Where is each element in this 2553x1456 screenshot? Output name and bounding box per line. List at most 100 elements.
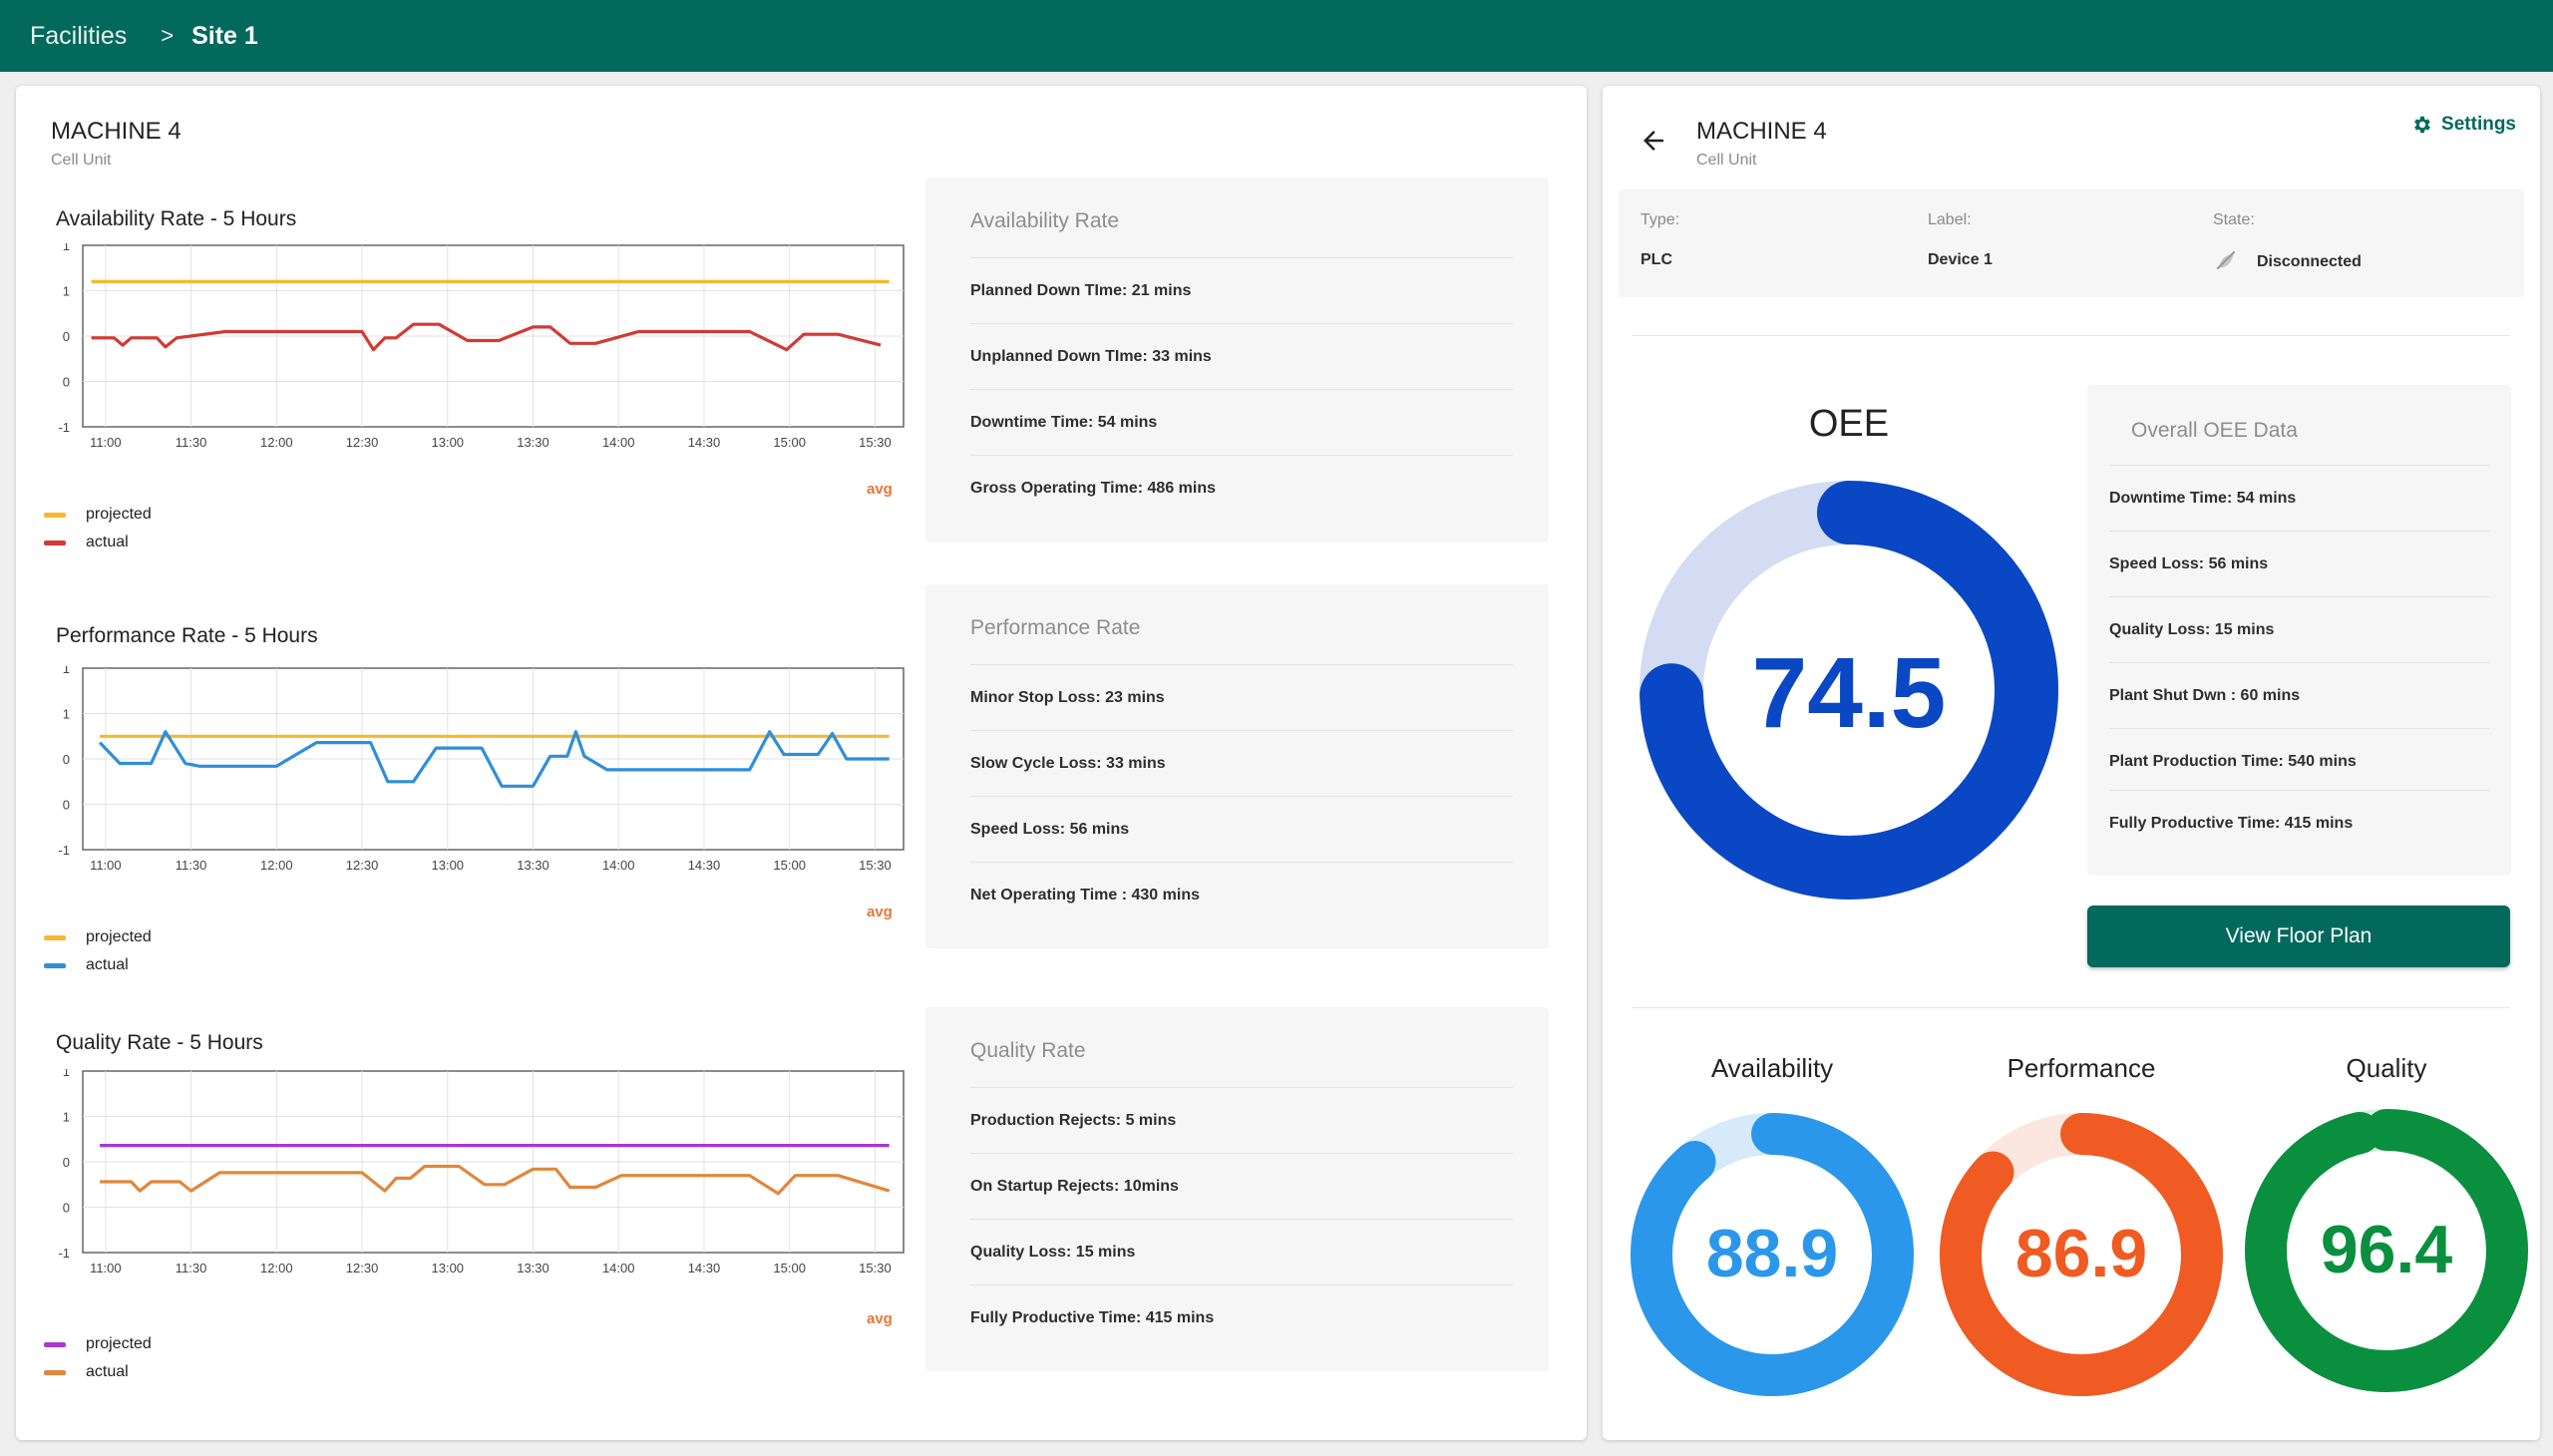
availability-gauge-value: 88.9 <box>1705 1216 1839 1291</box>
x-tick-label: 11:00 <box>90 435 122 450</box>
card-title: Performance Rate <box>970 616 1141 639</box>
x-tick-label: 15:30 <box>859 858 892 873</box>
y-tick-label: 1 <box>63 284 70 299</box>
meta-label-value: Device 1 <box>1928 251 1993 268</box>
x-tick-label: 11:30 <box>176 1261 207 1275</box>
x-tick-label: 11:30 <box>176 435 207 450</box>
y-tick-label: 0 <box>63 329 70 344</box>
x-tick-label: 11:00 <box>90 1261 122 1275</box>
gauge-fill <box>1940 1113 2223 1396</box>
x-tick-label: 15:30 <box>859 435 892 450</box>
legend-swatch <box>44 1369 66 1375</box>
meta-state: State: Disconnected <box>2213 211 2362 273</box>
legend-swatch <box>44 962 66 968</box>
performance-rate-card: Performance Rate Minor Stop Loss: 23 min… <box>925 584 1549 948</box>
series-line-actual <box>98 730 890 788</box>
card-row: Downtime Time: 54 mins <box>970 389 1513 455</box>
legend-item-actual: actual <box>44 1358 152 1386</box>
legend-item-projected: projected <box>44 1330 152 1358</box>
x-tick-label: 13:00 <box>432 858 465 873</box>
card-row: Quality Loss: 15 mins <box>970 1219 1513 1284</box>
x-tick-label: 13:30 <box>517 435 549 450</box>
x-tick-label: 12:30 <box>346 1261 379 1275</box>
y-tick-label: 0 <box>63 1201 70 1216</box>
settings-button[interactable]: Settings <box>2411 114 2516 136</box>
card-row: Downtime Time: 54 mins <box>2109 465 2489 531</box>
oee-title: OEE <box>1808 403 1890 445</box>
overall-oee-card: Overall OEE Data Downtime Time: 54 mins … <box>2087 385 2511 876</box>
x-tick-label: 12:00 <box>260 858 293 873</box>
legend-item-projected: projected <box>44 923 152 951</box>
meta-state-label: State: <box>2213 211 2255 228</box>
y-tick-label: -1 <box>58 843 70 858</box>
quality-gauge <box>2245 1109 2528 1392</box>
x-tick-label: 14:00 <box>602 1261 635 1275</box>
back-arrow-icon[interactable] <box>1639 126 1668 156</box>
series-line-actual <box>91 322 882 352</box>
legend-swatch <box>44 540 66 546</box>
card-row: Minor Stop Loss: 23 mins <box>970 664 1513 730</box>
x-tick-label: 12:30 <box>346 858 379 873</box>
y-tick-label: 1 <box>63 666 70 676</box>
card-row: Gross Operating Time: 486 mins <box>970 455 1513 521</box>
card-row: Production Rejects: 5 mins <box>970 1087 1513 1153</box>
card-title: Availability Rate <box>970 209 1120 232</box>
x-tick-label: 11:00 <box>90 858 122 873</box>
y-tick-label: 0 <box>63 375 70 390</box>
performance-gauge <box>1940 1113 2223 1396</box>
card-row: Speed Loss: 56 mins <box>970 796 1513 862</box>
x-tick-label: 14:30 <box>688 858 721 873</box>
x-tick-label: 15:00 <box>773 435 806 450</box>
legend-item-actual: actual <box>44 529 152 556</box>
y-tick-label: 1 <box>63 243 70 253</box>
legend-label: projected <box>86 1335 152 1352</box>
y-tick-label: -1 <box>58 1246 70 1261</box>
quality-legend: projected actual <box>44 1330 152 1386</box>
divider <box>1633 335 2510 336</box>
machine-title: MACHINE 4 <box>51 118 182 145</box>
card-row: Net Operating Time : 430 mins <box>970 862 1513 927</box>
card-row: Plant Shut Dwn : 60 mins <box>2109 662 2489 728</box>
card-row: Quality Loss: 15 mins <box>2109 596 2489 662</box>
card-row: Fully Productive Time: 415 mins <box>970 1284 1513 1350</box>
divider <box>1633 1007 2510 1008</box>
y-tick-label: -1 <box>58 420 70 435</box>
x-tick-label: 11:30 <box>176 858 207 873</box>
y-tick-label: 1 <box>63 1110 70 1125</box>
legend-swatch <box>44 1341 66 1347</box>
legend-swatch <box>44 512 66 518</box>
availability-avg-label: avg <box>867 481 893 498</box>
gear-icon <box>2414 116 2430 134</box>
availability-gauge <box>1631 1113 1914 1396</box>
meta-state-row: Disconnected <box>2213 250 2362 273</box>
x-tick-label: 15:00 <box>773 858 806 873</box>
performance-gauge-title: Performance <box>2006 1053 2156 1083</box>
meta-type-label: Type: <box>1641 211 1680 228</box>
x-tick-label: 12:00 <box>260 435 293 450</box>
card-row: On Startup Rejects: 10mins <box>970 1153 1513 1219</box>
performance-avg-label: avg <box>867 904 893 920</box>
gauge-fill <box>1631 1113 1914 1396</box>
breadcrumb-current: Site 1 <box>191 21 258 50</box>
device-meta: Type: PLC Label: Device 1 State: Disconn… <box>1619 189 2524 297</box>
y-tick-label: 0 <box>63 752 70 767</box>
card-row: Plant Production Time: 540 mins <box>2109 728 2489 794</box>
card-row: Planned Down TIme: 21 mins <box>970 257 1513 323</box>
top-bar: Facilities > Site 1 <box>0 0 2553 72</box>
x-tick-label: 13:00 <box>432 435 465 450</box>
x-tick-label: 13:30 <box>517 1261 549 1275</box>
disconnected-icon <box>2216 250 2236 270</box>
performance-legend: projected actual <box>44 923 152 979</box>
quality-gauge-title: Quality <box>2346 1053 2427 1083</box>
availability-chart-title: Availability Rate - 5 Hours <box>56 207 297 230</box>
legend-item-actual: actual <box>44 951 152 979</box>
machine-subtitle: Cell Unit <box>1696 152 1757 169</box>
view-floor-plan-button[interactable]: View Floor Plan <box>2087 906 2510 967</box>
quality-rate-chart: 11:00 11:30 12:00 12:30 13:00 13:30 14:00 14:30… <box>58 1069 905 1275</box>
oee-value: 74.5 <box>1751 637 1947 749</box>
breadcrumb-facilities[interactable]: Facilities <box>30 21 128 50</box>
meta-type: Type: PLC <box>1641 211 1679 269</box>
availability-legend: projected actual <box>44 501 152 556</box>
legend-label: actual <box>86 534 129 550</box>
meta-state-value: Disconnected <box>2257 253 2362 270</box>
